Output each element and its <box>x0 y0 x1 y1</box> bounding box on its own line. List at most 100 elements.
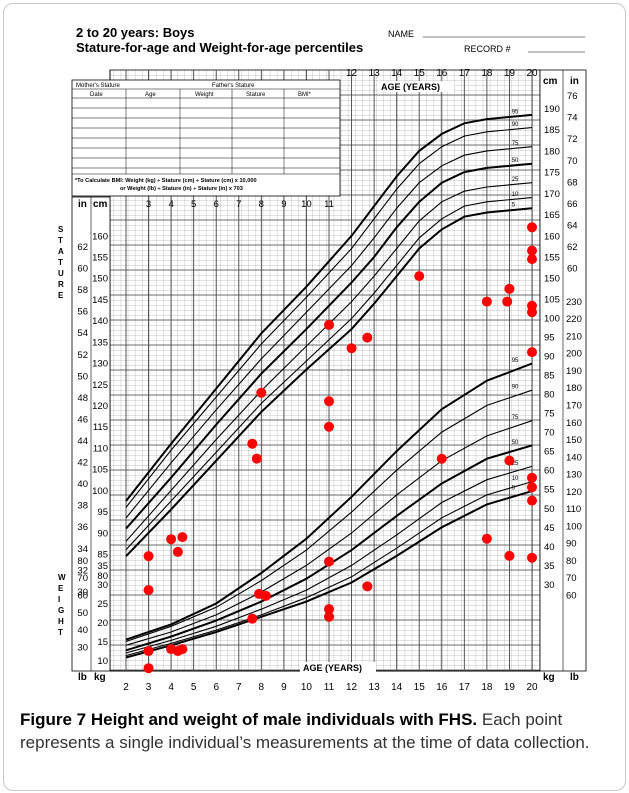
kg-tick-right: 90 <box>544 351 555 362</box>
cm-tick-left: 155 <box>92 253 108 264</box>
in-tick-right: 62 <box>567 242 578 253</box>
name-label: NAME <box>388 29 414 39</box>
unit-in-left: in <box>78 199 87 210</box>
lb-tick-right: 190 <box>566 366 582 377</box>
age-tick-mid: 10 <box>301 199 312 210</box>
in-tick-right: 68 <box>567 177 578 188</box>
cm-tick-left: 85 <box>97 550 108 561</box>
weight-letter: W <box>58 573 66 582</box>
bmi-note-line2: or Weight (lb) ÷ Stature (in) ÷ Stature … <box>120 186 243 192</box>
kg-tick-right: 50 <box>544 504 555 515</box>
col-date: Date <box>90 92 103 98</box>
age-tick-mid: 8 <box>259 199 264 210</box>
weight-point <box>362 581 373 592</box>
stature-curve-p5 <box>125 207 533 557</box>
age-tick-mid: 9 <box>281 199 286 210</box>
age-tick-mid: 3 <box>146 199 151 210</box>
kg-tick-right: 85 <box>544 370 555 381</box>
cm-tick-left: 95 <box>97 507 108 518</box>
age-tick-top: 19 <box>504 68 516 79</box>
mothers-stature-label: Mother's Stature <box>76 83 120 89</box>
lb-tick-right: 90 <box>566 539 577 550</box>
weight-point <box>527 347 537 358</box>
in-tick-right: 64 <box>567 220 578 231</box>
age-tick-mid: 11 <box>324 199 334 210</box>
weight-point <box>324 556 334 567</box>
age-tick-bottom: 8 <box>259 682 265 693</box>
weight-point <box>177 644 188 655</box>
weight-point <box>260 590 271 601</box>
stature-curve-p10 <box>125 197 533 551</box>
in-tick-left: 56 <box>77 307 88 318</box>
data-points <box>143 222 537 674</box>
stature-curve-label: 90 <box>512 122 519 128</box>
weight-curve-label: 5 <box>512 486 516 492</box>
weight-curve-label: 50 <box>512 440 519 446</box>
cm-tick-left: 135 <box>92 337 108 348</box>
lb-tick-right: 80 <box>566 556 577 567</box>
in-tick-left: 38 <box>77 501 88 512</box>
weight-curve-p95 <box>125 362 533 641</box>
weight-point <box>527 495 537 506</box>
kg-tick-right: 40 <box>544 542 555 553</box>
stature-curve-label: 5 <box>512 203 516 209</box>
lb-tick-left: 30 <box>77 642 88 653</box>
stature-curve-label: 95 <box>512 109 519 115</box>
in-tick-right: 74 <box>567 113 578 124</box>
age-tick-top: 16 <box>436 68 448 79</box>
in-tick-left: 42 <box>77 458 88 469</box>
stature-point <box>324 319 334 330</box>
weight-point <box>324 611 334 622</box>
weight-point <box>481 533 492 544</box>
stature-point <box>324 421 334 432</box>
age-tick-top: 17 <box>459 68 471 79</box>
unit-lb-left: lb <box>78 672 87 683</box>
in-tick-left: 52 <box>77 350 88 361</box>
kg-tick-right: 80 <box>544 390 555 401</box>
lb-tick-left: 40 <box>77 625 88 636</box>
in-tick-left: 44 <box>77 436 88 447</box>
age-tick-bottom: 13 <box>369 682 381 693</box>
kg-tick-right: 75 <box>544 409 555 420</box>
kg-tick-right: 65 <box>544 447 555 458</box>
age-tick-top: 13 <box>369 68 381 79</box>
weight-curve-p25 <box>125 465 533 654</box>
cm-tick-right: 155 <box>544 253 560 264</box>
kg-tick-right: 95 <box>544 332 555 343</box>
unit-kg-left: kg <box>94 672 106 683</box>
weight-point <box>527 552 537 563</box>
in-tick-left: 36 <box>77 522 88 533</box>
col-stature: Stature <box>246 92 266 98</box>
caption-label: Figure 7 Height and weight of male indiv… <box>20 710 478 729</box>
age-tick-mid: 7 <box>236 199 241 210</box>
kg-tick-left: 15 <box>97 637 108 648</box>
in-tick-right: 60 <box>567 264 578 275</box>
in-tick-left: 32 <box>77 565 88 576</box>
weight-point <box>436 453 447 464</box>
weight-point <box>247 613 258 624</box>
stature-point <box>414 271 425 282</box>
in-tick-left: 30 <box>77 587 88 598</box>
age-tick-bottom: 18 <box>481 682 493 693</box>
stature-point <box>324 396 334 407</box>
in-tick-left: 62 <box>77 242 88 253</box>
stature-curve-p25 <box>125 182 533 542</box>
lb-tick-right: 200 <box>566 349 582 360</box>
chart-title-line2: Stature-for-age and Weight-for-age perce… <box>76 40 363 55</box>
cm-tick-left: 120 <box>92 401 108 412</box>
in-tick-left: 48 <box>77 393 88 404</box>
kg-tick-left: 30 <box>97 580 108 591</box>
age-tick-top: 14 <box>391 68 403 79</box>
age-label-bottom: AGE (YEARS) <box>303 663 362 673</box>
growth-chart: 2 to 20 years: Boys Stature-for-age and … <box>58 25 587 693</box>
col-bmi: BMI* <box>298 92 312 98</box>
stature-curve-label: 25 <box>512 177 519 183</box>
caption-text: Each point represents a single individua… <box>20 710 590 752</box>
age-tick-bottom: 9 <box>281 682 287 693</box>
stature-curve-p95 <box>125 113 533 502</box>
weight-curve-label: 95 <box>512 358 519 364</box>
stature-point <box>166 534 177 545</box>
lb-tick-right: 160 <box>566 418 582 429</box>
